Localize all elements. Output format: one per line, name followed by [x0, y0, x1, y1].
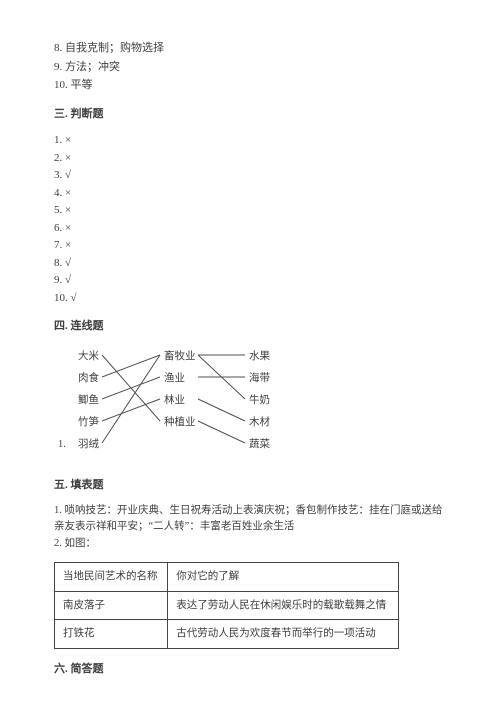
judge-answer: 2. × [54, 150, 446, 167]
judge-answer: 8. √ [54, 255, 446, 272]
table-header-cell: 你对它的了解 [168, 562, 399, 591]
svg-text:肉食: 肉食 [78, 371, 99, 384]
svg-text:林业: 林业 [164, 393, 185, 406]
fill-item-1: 1. 唢呐技艺：开业庆典、生日祝寿活动上表演庆祝；香包制作技艺：挂在门庭或送给亲… [54, 503, 446, 536]
svg-text:大米: 大米 [78, 349, 99, 362]
table-cell: 打铁花 [55, 620, 168, 649]
judge-answer: 3. √ [54, 167, 446, 184]
matching-diagram: 大米肉食鲫鱼竹笋羽绒 畜牧业渔业林业种植业 水果海带牛奶木材蔬菜 1. [54, 345, 284, 465]
section-judge-title: 三. 判断题 [54, 106, 446, 123]
table-cell: 南皮落子 [55, 591, 168, 620]
fill-item-2-label: 2. 如图： [54, 536, 446, 552]
judge-answers: 1. × 2. × 3. √ 4. × 5. × 6. × 7. × 8. √ … [54, 132, 446, 306]
judge-answer: 6. × [54, 220, 446, 237]
table-cell: 古代劳动人民为欢度春节而举行的一项活动 [168, 620, 399, 649]
judge-answer: 9. √ [54, 272, 446, 289]
section-short-title: 六. 简答题 [54, 661, 446, 678]
table-header-cell: 当地民间艺术的名称 [55, 562, 168, 591]
judge-answer: 5. × [54, 202, 446, 219]
svg-text:1.: 1. [58, 439, 66, 450]
svg-text:水果: 水果 [249, 350, 270, 362]
svg-text:渔业: 渔业 [164, 372, 185, 384]
svg-text:木材: 木材 [249, 415, 270, 428]
svg-text:羽绒: 羽绒 [78, 437, 99, 450]
section-match-title: 四. 连线题 [54, 318, 446, 335]
table-row: 南皮落子 表达了劳动人民在休闲娱乐时的载歌载舞之情 [55, 591, 399, 620]
judge-answer: 10. √ [54, 290, 446, 307]
svg-text:竹笋: 竹笋 [78, 415, 99, 428]
top-line-10: 10. 平等 [54, 77, 446, 94]
svg-text:海带: 海带 [249, 371, 270, 384]
svg-text:畜牧业: 畜牧业 [164, 349, 196, 362]
svg-text:牛奶: 牛奶 [249, 393, 270, 406]
judge-answer: 1. × [54, 132, 446, 149]
top-line-8: 8. 自我克制；购物选择 [54, 40, 446, 57]
svg-text:蔬菜: 蔬菜 [249, 438, 270, 450]
judge-answer: 7. × [54, 237, 446, 254]
table-row: 当地民间艺术的名称 你对它的了解 [55, 562, 399, 591]
top-lines: 8. 自我克制；购物选择 9. 方法；冲突 10. 平等 [54, 40, 446, 94]
svg-text:种植业: 种植业 [164, 415, 196, 428]
table-cell: 表达了劳动人民在休闲娱乐时的载歌载舞之情 [168, 591, 399, 620]
table-row: 打铁花 古代劳动人民为欢度春节而举行的一项活动 [55, 620, 399, 649]
folk-art-table: 当地民间艺术的名称 你对它的了解 南皮落子 表达了劳动人民在休闲娱乐时的载歌载舞… [54, 562, 399, 649]
svg-text:鲫鱼: 鲫鱼 [78, 393, 99, 406]
section-fill-title: 五. 填表题 [54, 477, 446, 494]
top-line-9: 9. 方法；冲突 [54, 59, 446, 76]
judge-answer: 4. × [54, 185, 446, 202]
